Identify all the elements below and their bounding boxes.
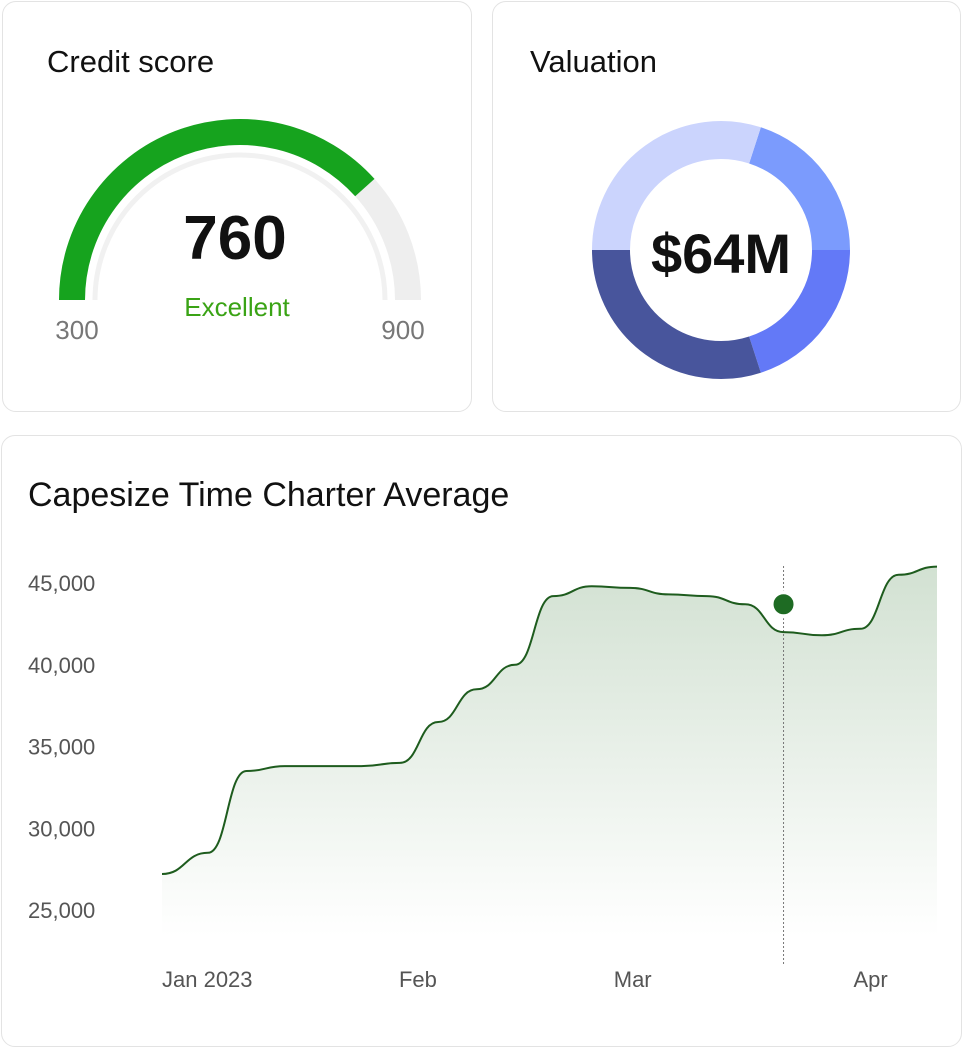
chart-series-line (161, 565, 938, 875)
x-tick-label: Mar (614, 967, 652, 992)
credit-score-rating: Excellent (184, 292, 290, 322)
credit-score-card: Credit score 760 Excellent 300 900 (2, 1, 472, 412)
gauge-max-label: 900 (381, 315, 424, 345)
donut-segment-1 (748, 127, 850, 251)
chart-area-fill (162, 566, 937, 936)
donut-segment-4 (592, 121, 761, 251)
donut-segment-3 (592, 249, 761, 379)
valuation-amount: $64M (651, 222, 791, 285)
y-tick-label: 35,000 (28, 735, 95, 760)
gauge-min-label: 300 (55, 315, 98, 345)
gauge-fill (59, 119, 375, 301)
gauge-inner-track (92, 152, 388, 301)
y-tick-label: 25,000 (28, 898, 95, 923)
valuation-title: Valuation (530, 44, 657, 79)
capesize-line-chart: 25,000 30,000 35,000 40,000 45,000 Jan 2023 F… (28, 565, 938, 992)
credit-score-title: Credit score (47, 44, 215, 79)
x-tick-label: Feb (399, 967, 437, 992)
y-tick-label: 45,000 (28, 571, 95, 596)
y-tick-label: 40,000 (28, 653, 95, 678)
credit-score-value: 760 (183, 204, 286, 273)
capesize-chart-card: Capesize Time Charter Average 25,000 30,0… (1, 435, 962, 1047)
x-tick-label: Apr (853, 967, 887, 992)
valuation-card: Valuation $64M (492, 1, 961, 412)
x-tick-label: Jan 2023 (162, 967, 253, 992)
y-tick-label: 30,000 (28, 816, 95, 841)
donut-segment-2 (748, 249, 850, 373)
hover-point-marker[interactable] (769, 590, 798, 619)
credit-gauge: 760 Excellent 300 900 (55, 119, 425, 345)
chart-title: Capesize Time Charter Average (28, 476, 510, 514)
valuation-donut: $64M (592, 121, 850, 379)
